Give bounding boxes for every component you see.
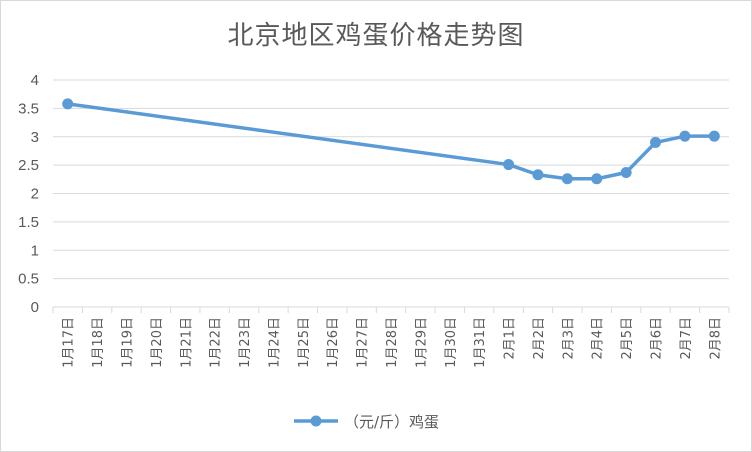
y-tick-label: 3.5	[18, 100, 39, 117]
x-tick-label: 1月20日	[150, 317, 165, 368]
y-tick-label: 3	[31, 129, 39, 146]
data-point	[620, 167, 632, 179]
data-point	[708, 130, 720, 142]
legend-marker	[310, 415, 322, 427]
x-tick-label: 1月25日	[297, 317, 312, 368]
x-tick-label: 1月30日	[444, 317, 459, 368]
data-point	[532, 169, 544, 181]
data-point	[503, 159, 515, 171]
x-tick-label: 1月17日	[62, 317, 77, 368]
y-tick-label: 1	[31, 242, 39, 259]
x-tick-label: 1月26日	[326, 317, 341, 368]
y-tick-label: 2.5	[18, 157, 39, 174]
x-tick-label: 1月29日	[414, 317, 429, 368]
chart-title: 北京地区鸡蛋价格走势图	[227, 21, 525, 51]
x-tick-label: 1月27日	[356, 317, 371, 368]
y-tick-label: 0	[31, 299, 39, 316]
x-tick-label: 1月22日	[209, 317, 224, 368]
x-tick-label: 1月18日	[91, 317, 106, 368]
y-tick-label: 1.5	[18, 214, 39, 231]
x-tick-label: 2月5日	[620, 317, 635, 360]
data-point	[561, 173, 573, 185]
x-tick-label: 1月31日	[473, 317, 488, 368]
data-point	[62, 98, 74, 110]
data-point	[591, 173, 603, 185]
y-tick-label: 0.5	[18, 271, 39, 288]
legend-label: （元/斤）鸡蛋	[344, 413, 439, 431]
x-tick-label: 2月2日	[532, 317, 547, 360]
x-tick-label: 1月24日	[267, 317, 282, 368]
x-tick-label: 1月19日	[120, 317, 135, 368]
x-tick-label: 2月6日	[650, 317, 665, 360]
y-tick-label: 2	[31, 186, 39, 203]
x-tick-label: 2月7日	[679, 317, 694, 360]
x-tick-label: 1月23日	[238, 317, 253, 368]
x-tick-label: 2月4日	[591, 317, 606, 360]
data-point	[650, 136, 662, 148]
x-tick-label: 2月3日	[561, 317, 576, 360]
x-tick-label: 1月28日	[385, 317, 400, 368]
data-point	[679, 130, 691, 142]
x-tick-label: 2月8日	[708, 317, 723, 360]
x-tick-label: 2月1日	[503, 317, 518, 360]
y-tick-label: 4	[31, 72, 39, 89]
series-line	[67, 102, 715, 181]
x-tick-label: 1月21日	[179, 317, 194, 368]
